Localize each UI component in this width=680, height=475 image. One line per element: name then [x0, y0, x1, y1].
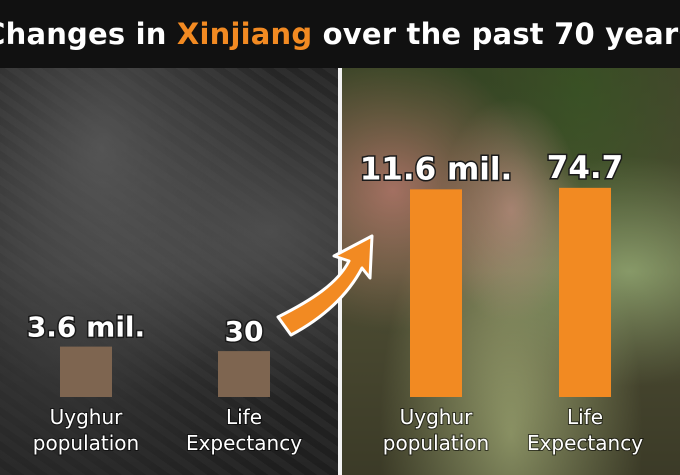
value-label-now-population: 11.6 mil.	[360, 151, 513, 187]
bar-now-population	[410, 189, 462, 397]
bar-then-life-expectancy	[218, 351, 270, 397]
title-part-1: Changes in	[0, 17, 177, 51]
category-label-now-life-expectancy-line2: Expectancy	[527, 431, 643, 455]
value-label-then-life-expectancy: 30	[225, 315, 264, 348]
category-label-now-population-line2: population	[383, 431, 489, 455]
historical-photo-panel	[0, 68, 338, 475]
chart-marks: 3.6 mil.Uyghurpopulation30LifeExpectancy…	[25, 148, 644, 456]
category-label-then-life-expectancy-line1: Life	[226, 405, 262, 429]
title-highlight-xinjiang: Xinjiang	[176, 17, 313, 51]
category-label-now-life-expectancy-line1: Life	[567, 405, 603, 429]
chart-title: Changes in Xinjiang over the past 70 yea…	[0, 0, 680, 68]
photo-shade	[342, 68, 680, 475]
photo-shade	[0, 68, 338, 475]
value-label-then-population: 3.6 mil.	[27, 311, 145, 344]
category-label-now-population-line1: Uyghur	[400, 405, 474, 429]
bar-then-population	[60, 346, 112, 397]
category-label-then-life-expectancy-line2: Expectancy	[186, 431, 302, 455]
value-label-now-life-expectancy: 74.7	[547, 150, 624, 186]
present-photo-panel	[342, 68, 680, 475]
growth-arrow-icon	[276, 234, 374, 337]
category-label-then-population-line2: population	[33, 431, 139, 455]
bar-now-life-expectancy	[559, 187, 611, 397]
category-label-then-population-line1: Uyghur	[50, 405, 124, 429]
panel-divider	[338, 68, 342, 475]
title-part-2: over the past 70 years	[312, 17, 680, 51]
